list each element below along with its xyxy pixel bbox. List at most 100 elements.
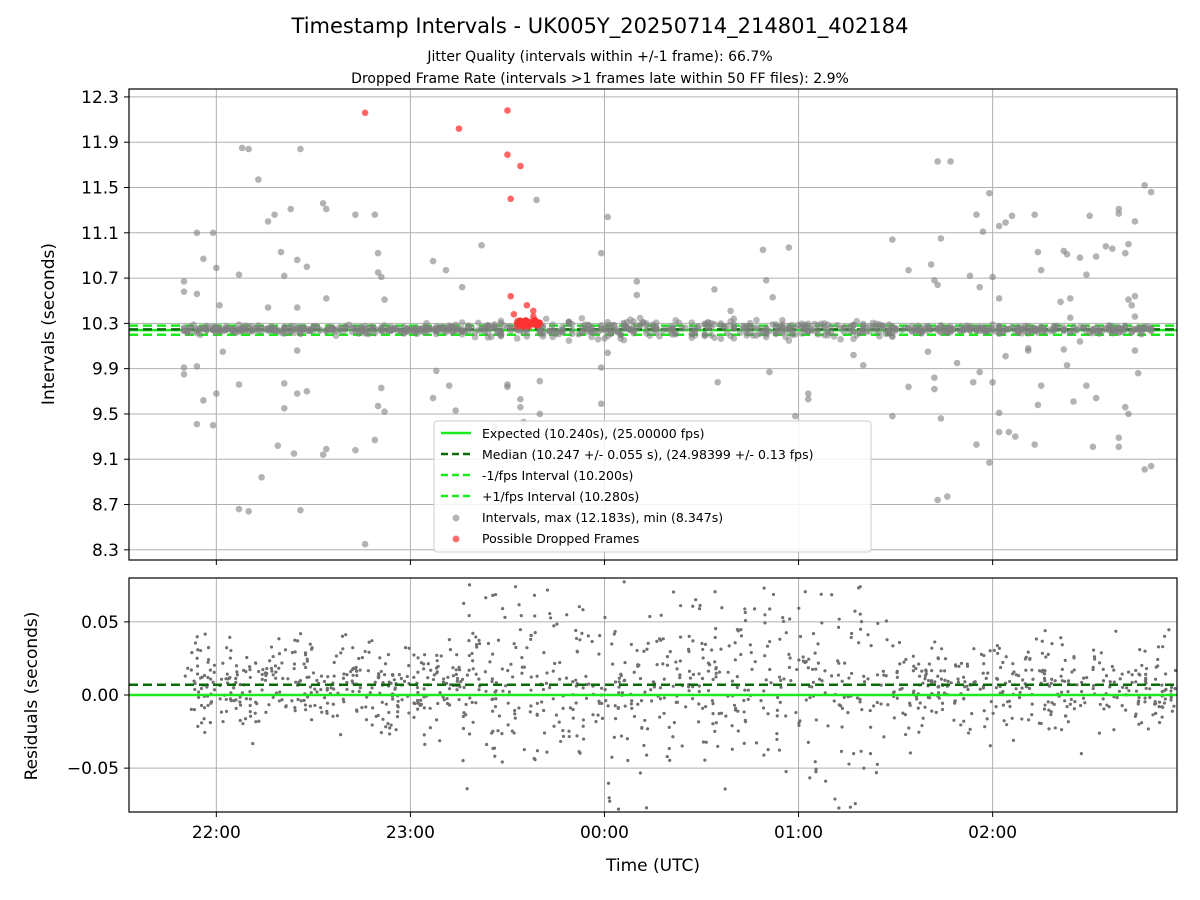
residual-point bbox=[814, 770, 818, 774]
residual-point bbox=[293, 638, 297, 642]
residual-point bbox=[616, 706, 621, 710]
residual-point bbox=[680, 744, 684, 748]
residual-point bbox=[497, 714, 502, 718]
residual-point bbox=[419, 698, 423, 702]
interval-outlier-point bbox=[1089, 443, 1097, 451]
interval-point bbox=[445, 322, 453, 329]
residual-point bbox=[232, 686, 236, 690]
residual-point bbox=[260, 688, 264, 692]
residual-point bbox=[711, 677, 715, 682]
residual-point bbox=[1066, 679, 1071, 683]
interval-point bbox=[594, 335, 602, 343]
residual-point bbox=[994, 686, 998, 690]
residual-point bbox=[622, 679, 626, 683]
residual-point bbox=[886, 703, 890, 707]
residual-point bbox=[649, 699, 654, 703]
interval-point bbox=[484, 334, 492, 341]
residual-point bbox=[882, 735, 886, 739]
residual-point bbox=[477, 638, 481, 642]
residual-point bbox=[263, 671, 267, 675]
residual-point bbox=[545, 750, 549, 754]
residual-point bbox=[491, 729, 495, 733]
interval-outlier-point bbox=[711, 286, 718, 293]
interval-outlier-point bbox=[255, 176, 262, 183]
residual-point bbox=[1097, 731, 1101, 735]
residual-point bbox=[943, 678, 947, 682]
residual-point bbox=[768, 667, 772, 672]
residual-point bbox=[1148, 687, 1152, 691]
interval-point bbox=[348, 328, 356, 336]
interval-point bbox=[847, 328, 854, 336]
interval-point bbox=[255, 327, 262, 335]
residual-point bbox=[248, 703, 252, 708]
interval-outlier-point bbox=[785, 244, 793, 251]
interval-point bbox=[837, 336, 844, 343]
residual-point bbox=[513, 712, 517, 716]
residual-point bbox=[603, 615, 607, 620]
legend-dropped-label: Possible Dropped Frames bbox=[482, 531, 639, 546]
residual-point bbox=[271, 695, 275, 700]
residual-point bbox=[248, 714, 253, 718]
residual-point bbox=[224, 697, 228, 702]
interval-point bbox=[753, 332, 760, 339]
dropped-frame-point bbox=[532, 318, 539, 326]
residual-point bbox=[775, 708, 780, 712]
interval-point bbox=[1037, 323, 1045, 331]
interval-point bbox=[264, 326, 272, 334]
residual-point bbox=[1162, 701, 1167, 705]
residual-point bbox=[820, 679, 824, 683]
interval-point bbox=[788, 331, 796, 339]
residual-point bbox=[936, 691, 941, 695]
interval-outlier-point bbox=[995, 295, 1003, 302]
residual-point bbox=[687, 689, 691, 693]
residual-point bbox=[710, 699, 715, 703]
residual-point bbox=[1030, 668, 1034, 672]
residual-point bbox=[874, 770, 879, 775]
residual-point bbox=[892, 716, 896, 720]
interval-point bbox=[326, 325, 333, 333]
residual-point bbox=[228, 656, 232, 660]
residual-point bbox=[998, 665, 1003, 670]
residual-point bbox=[1099, 651, 1103, 655]
residual-point bbox=[703, 758, 707, 762]
residual-point bbox=[1154, 711, 1158, 715]
residual-point bbox=[742, 698, 746, 703]
residual-point bbox=[332, 660, 336, 665]
interval-outlier-point bbox=[478, 241, 485, 249]
residual-point bbox=[1043, 629, 1047, 633]
residual-point bbox=[229, 648, 233, 653]
residual-point bbox=[1092, 684, 1096, 688]
residual-point bbox=[1112, 668, 1116, 672]
residual-point bbox=[706, 661, 711, 665]
interval-outlier-point bbox=[1063, 251, 1071, 258]
residual-point bbox=[752, 607, 757, 611]
interval-outlier-point bbox=[381, 296, 388, 303]
residual-point bbox=[644, 806, 649, 810]
residual-point bbox=[930, 669, 934, 673]
legend-intervals-label: Intervals, max (12.183s), min (8.347s) bbox=[482, 510, 723, 525]
residual-point bbox=[1005, 723, 1009, 727]
residual-point bbox=[386, 653, 391, 657]
residual-point bbox=[904, 657, 908, 662]
legend-plus-fps-label: +1/fps Interval (10.280s) bbox=[482, 489, 639, 504]
interval-outlier-point bbox=[517, 403, 524, 411]
residual-point bbox=[995, 644, 1000, 648]
residual-point bbox=[1138, 648, 1142, 652]
residual-point bbox=[1146, 727, 1150, 731]
residual-point bbox=[1163, 697, 1167, 701]
interval-point bbox=[1105, 323, 1113, 330]
residual-point bbox=[509, 662, 513, 666]
residual-point bbox=[467, 653, 471, 658]
residual-point bbox=[988, 744, 992, 748]
residual-point bbox=[984, 676, 988, 680]
residual-point bbox=[879, 702, 883, 706]
residual-point bbox=[581, 724, 585, 728]
interval-point bbox=[982, 327, 990, 335]
residual-point bbox=[1121, 685, 1125, 689]
residual-point bbox=[248, 689, 252, 694]
interval-outlier-point bbox=[759, 246, 767, 254]
residual-point bbox=[895, 696, 899, 700]
residual-point bbox=[778, 700, 782, 704]
residual-point bbox=[1083, 701, 1087, 705]
interval-outlier-point bbox=[303, 388, 311, 395]
